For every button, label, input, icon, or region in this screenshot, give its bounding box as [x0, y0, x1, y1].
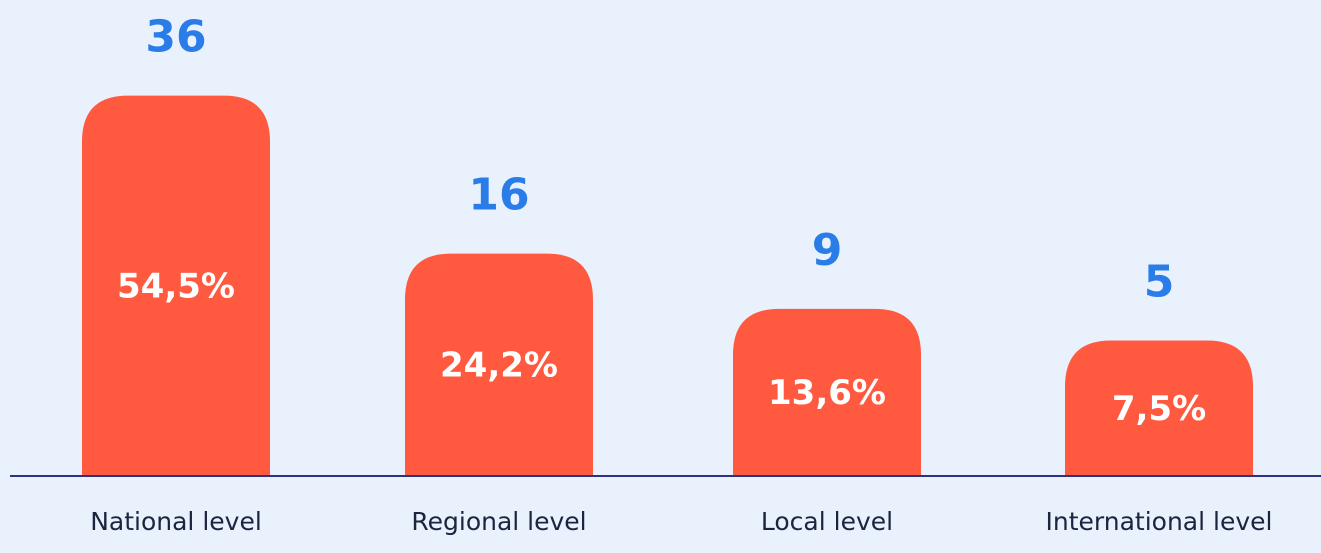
value-label: 36: [145, 12, 206, 63]
value-label: 5: [1144, 257, 1175, 308]
bar: [1065, 340, 1253, 476]
x-tick-label: Regional level: [411, 507, 586, 536]
x-tick-label: International level: [1046, 507, 1273, 536]
percentage-label: 24,2%: [440, 345, 558, 385]
percentage-label: 7,5%: [1112, 389, 1206, 429]
bar: [733, 308, 921, 476]
value-label: 9: [812, 225, 843, 276]
x-tick-label: National level: [90, 507, 262, 536]
percentage-label: 13,6%: [768, 373, 886, 413]
x-tick-label: Local level: [761, 507, 893, 536]
bar: [405, 253, 593, 476]
bar: [82, 95, 270, 476]
value-label: 16: [468, 170, 529, 221]
percentage-label: 54,5%: [117, 266, 235, 306]
